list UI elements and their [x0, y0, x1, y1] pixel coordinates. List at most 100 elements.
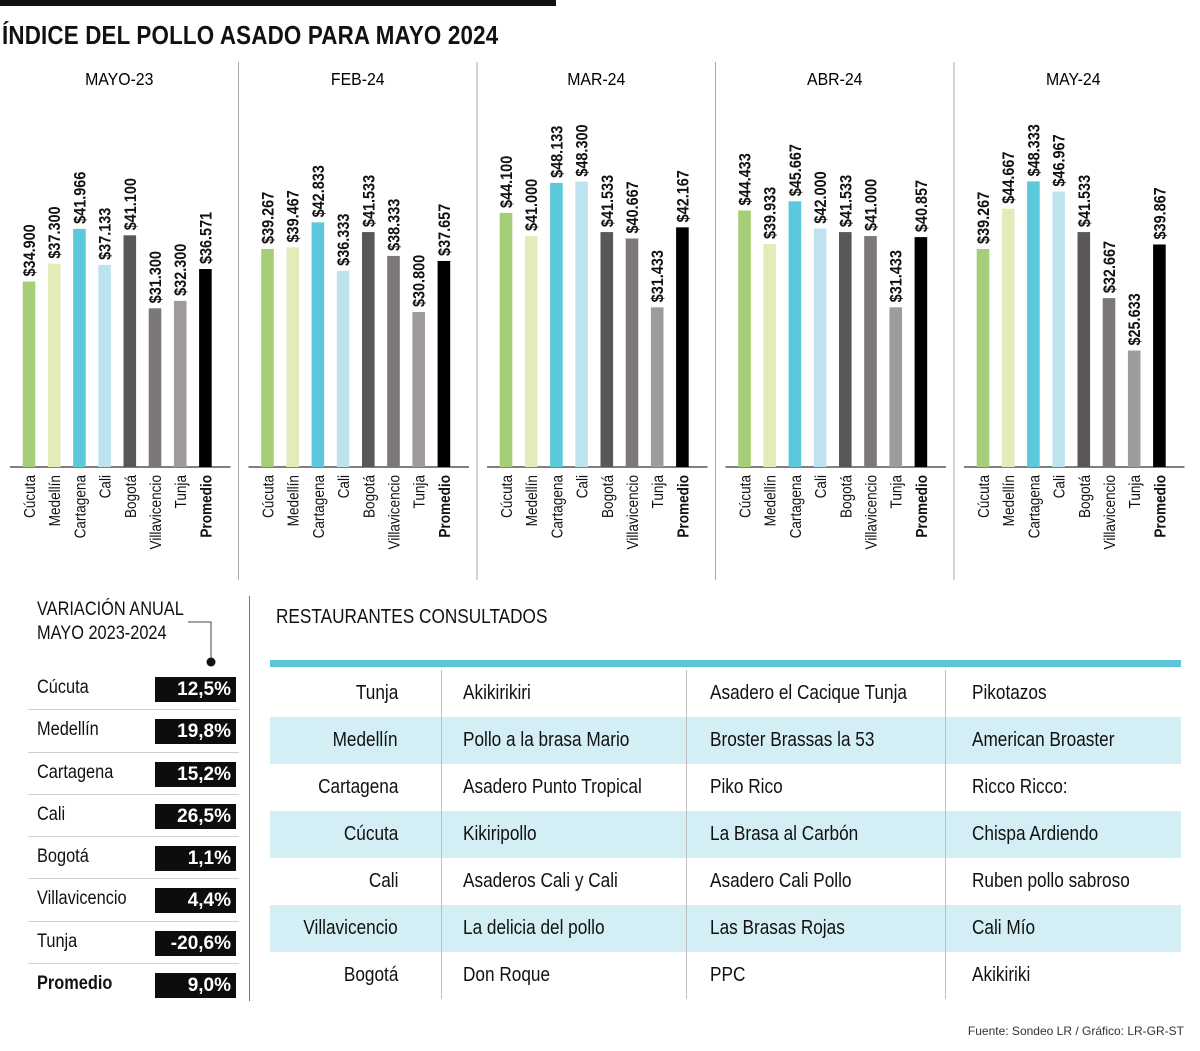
category-label: Villavicencio: [148, 475, 165, 549]
bar-cúcuta: [22, 281, 36, 467]
restaurant-name: Cali Mío: [972, 917, 1036, 939]
panel-title: MAR-24: [567, 69, 625, 89]
bar-tunja: [1127, 350, 1141, 467]
category-label: Cali: [98, 475, 115, 498]
bar-villavicencio: [387, 255, 400, 467]
bar-medellín: [524, 236, 538, 467]
value-label: $46.967: [1051, 134, 1069, 186]
value-label: $40.857: [913, 180, 931, 232]
category-label: Cali: [813, 475, 830, 498]
value-label: $48.133: [548, 125, 566, 177]
value-label: $41.000: [862, 179, 880, 231]
source-footer: Fuente: Sondeo LR / Gráfico: LR-GR-ST: [967, 1024, 1184, 1038]
restaurantes-title: RESTAURANTES CONSULTADOS: [276, 606, 548, 628]
bar-cartagena: [311, 222, 325, 467]
panel-title: ABR-24: [807, 69, 862, 89]
value-label: $42.000: [812, 171, 830, 223]
restaurant-row: Medellín Pollo a la brasa Mario Broster Br…: [270, 717, 1181, 764]
restaurant-name: La Brasa al Carbón: [710, 823, 859, 845]
bar-cali: [575, 181, 588, 467]
restaurant-name: Piko Rico: [710, 776, 783, 798]
value-label: $44.667: [1000, 151, 1018, 203]
variacion-value: 4,4%: [155, 888, 236, 914]
restaurant-name: Asadero Punto Tropical: [463, 776, 642, 798]
panel-title: FEB-24: [331, 69, 385, 89]
category-label: Cúcuta: [22, 474, 39, 518]
variacion-city: Promedio: [37, 973, 113, 995]
bar-villavicencio: [864, 236, 877, 467]
value-label: $48.300: [574, 124, 592, 176]
category-label: Cúcuta: [261, 474, 278, 518]
panel-title: MAY-24: [1046, 69, 1101, 89]
restaurant-city: Villavicencio: [303, 917, 398, 939]
category-label: Promedio: [198, 475, 215, 538]
value-label: $39.267: [259, 192, 277, 244]
column-divider: [945, 670, 946, 999]
value-label: $32.667: [1101, 241, 1119, 293]
category-label: Cali: [575, 475, 592, 498]
category-label: Villavicencio: [625, 475, 642, 549]
restaurant-name: La delicia del pollo: [463, 917, 605, 939]
category-label: Villavicencio: [864, 475, 881, 549]
restaurant-city: Bogotá: [343, 964, 398, 986]
variacion-city: Medellín: [37, 719, 99, 741]
category-label: Cartagena: [788, 474, 805, 538]
bar-bogotá: [600, 232, 614, 467]
category-label: Medellín: [47, 475, 64, 526]
category-label: Cúcuta: [499, 474, 516, 518]
variacion-row: Cartagena 15,2%: [28, 753, 239, 795]
panel-title: MAYO-23: [85, 69, 153, 89]
bar-villavicencio: [148, 308, 162, 467]
bar-promedio: [1153, 244, 1166, 467]
restaurant-city: Cúcuta: [343, 823, 398, 845]
category-label: Cúcuta: [738, 474, 755, 518]
value-label: $39.267: [975, 192, 993, 244]
category-label: Cartagena: [1026, 474, 1043, 538]
value-label: $45.667: [787, 144, 805, 196]
restaurant-name: Las Brasas Rojas: [710, 917, 845, 939]
variacion-city: Villavicencio: [37, 888, 127, 910]
bar-medellín: [47, 263, 61, 467]
variacion-value: 26,5%: [155, 803, 236, 829]
value-label: $42.167: [674, 170, 692, 222]
category-label: Villavicencio: [387, 475, 404, 549]
category-label: Promedio: [675, 475, 692, 538]
restaurant-name: Akikirikiri: [463, 682, 531, 704]
bar-tunja: [650, 307, 664, 467]
variacion-row: Medellín 19,8%: [28, 710, 239, 753]
category-label: Bogotá: [600, 474, 617, 518]
bar-villavicencio: [625, 238, 639, 467]
value-label: $42.833: [310, 165, 328, 217]
restaurantes-table: Tunja Akikirikiri Asadero el Cacique Tunja…: [270, 670, 1181, 999]
value-label: $48.333: [1025, 124, 1043, 176]
bar-cúcuta: [261, 248, 274, 467]
top-rule: [0, 0, 556, 6]
variacion-value: 12,5%: [155, 677, 236, 702]
bar-bogotá: [839, 232, 852, 467]
restaurant-name: Broster Brassas la 53: [710, 729, 875, 751]
page-title: ÍNDICE DEL POLLO ASADO PARA MAYO 2024: [2, 20, 499, 50]
value-label: $25.633: [1126, 293, 1144, 345]
bar-medellín: [286, 247, 299, 467]
restaurant-city: Medellín: [332, 729, 398, 751]
value-label: $36.571: [197, 212, 215, 264]
category-label: Cúcuta: [976, 474, 993, 518]
value-label: $34.900: [21, 224, 39, 276]
variacion-city: Bogotá: [37, 846, 89, 868]
bar-promedio: [199, 269, 212, 467]
variacion-header: VARIACIÓN ANUAL MAYO 2023-2024: [37, 598, 184, 646]
bar-medellín: [1001, 208, 1015, 468]
variacion-row: Promedio 9,0%: [28, 964, 239, 1005]
category-label: Tunja: [889, 474, 906, 508]
value-label: $37.300: [46, 206, 64, 258]
column-divider: [441, 670, 442, 999]
restaurant-name: Pollo a la brasa Mario: [463, 729, 630, 751]
restaurant-name: Ricco Ricco:: [972, 776, 1068, 798]
variacion-value: 19,8%: [155, 719, 236, 745]
category-label: Tunja: [412, 474, 429, 508]
value-label: $39.933: [762, 187, 780, 239]
restaurant-city: Cali: [368, 870, 398, 892]
restaurant-row: Cúcuta Kikiripollo La Brasa al Carbón Chisp…: [270, 811, 1181, 858]
value-label: $36.333: [335, 213, 353, 265]
restaurant-city: Tunja: [355, 682, 398, 704]
